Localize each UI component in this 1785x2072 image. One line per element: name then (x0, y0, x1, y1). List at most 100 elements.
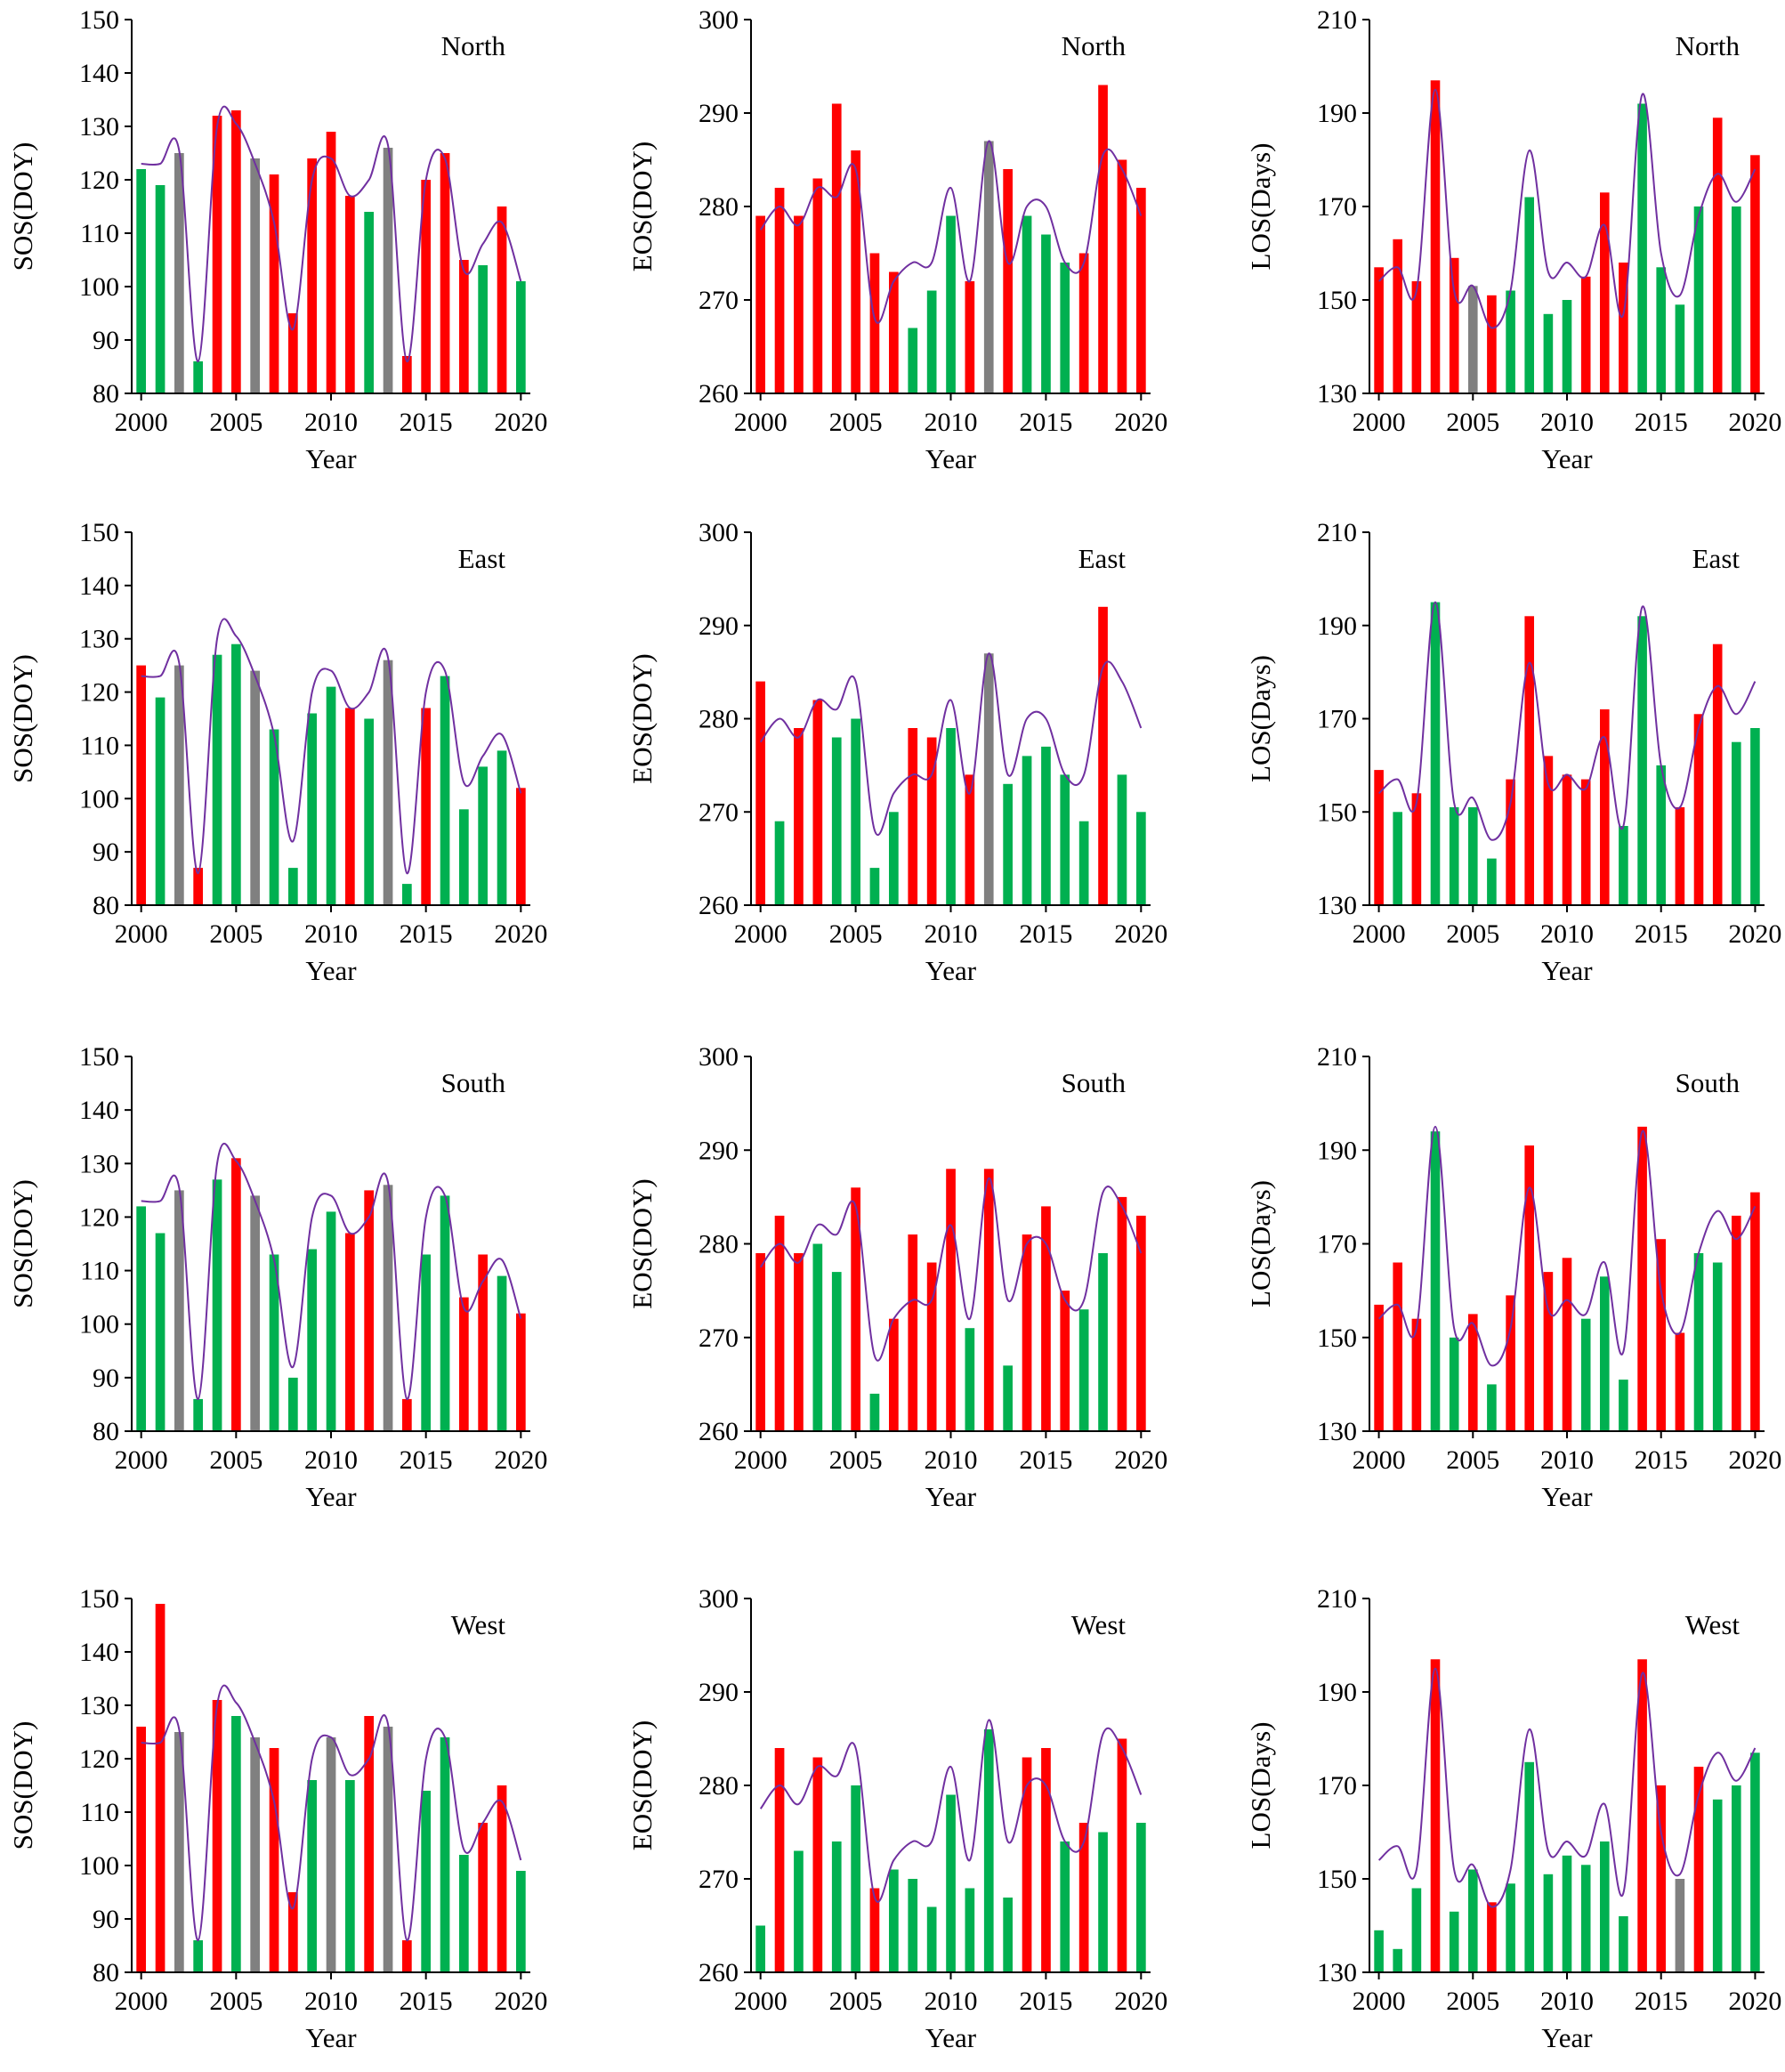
bar-2011 (345, 1233, 355, 1431)
bar-2000 (755, 215, 765, 393)
bar-2005 (1468, 1869, 1478, 1972)
bar-2013 (1619, 1916, 1628, 1972)
bar-2011 (965, 1888, 975, 1972)
bar-2003 (193, 361, 203, 393)
trend-line (759, 140, 1143, 324)
bar-2014 (1022, 1234, 1032, 1431)
bar-2013 (1003, 783, 1013, 905)
bar-2010 (1562, 1855, 1572, 1973)
y-tick-label: 170 (1317, 705, 1357, 734)
bar-2011 (965, 1328, 975, 1431)
y-tick-label: 150 (1317, 286, 1357, 315)
x-tick-label: 2010 (1540, 408, 1594, 437)
bar-2020 (1136, 1823, 1146, 1972)
x-axis-label: Year (925, 443, 977, 474)
x-axis-label: Year (305, 1481, 357, 1512)
bar-2008 (288, 1892, 298, 1972)
y-tick-label: 300 (699, 1584, 739, 1614)
y-tick-label: 150 (1317, 797, 1357, 827)
bar-2013 (1619, 826, 1628, 905)
y-axis-label: EOS(DOY) (626, 142, 658, 271)
bar-2002 (1411, 1318, 1422, 1431)
bar-2005 (851, 150, 860, 393)
bar-2006 (869, 1393, 880, 1431)
bar-2018 (1712, 1262, 1723, 1431)
bar-2006 (869, 868, 880, 905)
bar-2004 (212, 1179, 222, 1431)
bar-2003 (812, 1243, 823, 1431)
bar-2009 (1543, 1272, 1554, 1431)
trend-line (141, 1684, 522, 1942)
bar-2016 (440, 676, 450, 905)
y-tick-label: 90 (93, 326, 119, 355)
bar-2002 (794, 728, 804, 905)
bar-2015 (1041, 746, 1051, 905)
x-tick-label: 2005 (1446, 919, 1499, 949)
y-tick-label: 140 (79, 1638, 119, 1667)
y-tick-label: 80 (93, 891, 119, 920)
y-tick-label: 190 (1317, 1136, 1357, 1165)
y-tick-label: 290 (699, 1678, 739, 1707)
chart-panel-4: 80 90 100 110 120 130 140 150 2000 2005 2010 2015 20… (7, 518, 547, 986)
bar-2019 (1117, 1738, 1127, 1972)
x-tick-label: 2005 (1446, 408, 1499, 437)
x-tick-label: 2015 (400, 408, 453, 437)
y-tick-label: 80 (93, 379, 119, 409)
bar-2001 (155, 697, 166, 905)
bar-2015 (1656, 765, 1666, 905)
bar-2008 (1524, 1145, 1534, 1431)
chart-title: South (1062, 1067, 1127, 1098)
bar-2008 (908, 728, 918, 905)
bar-2001 (1393, 812, 1402, 906)
bar-2005 (231, 110, 241, 393)
y-tick-label: 150 (1317, 1323, 1357, 1353)
bar-2016 (1675, 1879, 1685, 1972)
bar-2003 (1430, 1659, 1441, 1973)
bar-2010 (946, 1169, 956, 1431)
x-tick-label: 2005 (209, 1987, 262, 2016)
bar-2007 (269, 1748, 279, 1972)
y-tick-label: 140 (79, 1096, 119, 1125)
bar-2005 (231, 1158, 241, 1431)
bar-2005 (851, 1785, 860, 1972)
bar-2004 (1449, 807, 1459, 905)
x-tick-label: 2020 (1728, 408, 1781, 437)
bar-2020 (1136, 1215, 1146, 1431)
y-tick-label: 130 (1317, 379, 1357, 409)
y-tick-label: 190 (1317, 99, 1357, 128)
bar-2006 (1487, 1384, 1497, 1431)
bar-2012 (1600, 1841, 1610, 1972)
y-tick-label: 210 (1317, 1584, 1357, 1614)
chart-panel-3: 130 150 170 190 210 2000 2005 2010 2015 2020 Year L… (1245, 5, 1781, 474)
bar-2008 (288, 868, 298, 905)
bar-2019 (1117, 1196, 1127, 1431)
y-tick-label: 300 (699, 5, 739, 35)
bar-2004 (1449, 1337, 1459, 1432)
y-tick-label: 80 (93, 1417, 119, 1446)
bar-2020 (516, 1313, 526, 1431)
chart-title: West (1685, 1609, 1741, 1640)
bar-2003 (1430, 1131, 1441, 1431)
x-tick-label: 2000 (115, 408, 168, 437)
bar-2009 (926, 290, 937, 393)
y-tick-label: 190 (1317, 1678, 1357, 1707)
bar-2001 (774, 188, 785, 393)
bar-2012 (364, 1716, 374, 1972)
bar-2011 (1580, 1318, 1591, 1431)
y-tick-label: 260 (699, 891, 739, 920)
bar-2019 (497, 1275, 507, 1431)
bar-2017 (1693, 1253, 1704, 1431)
y-tick-label: 260 (699, 379, 739, 409)
y-tick-label: 150 (79, 1584, 119, 1614)
bar-2005 (851, 718, 860, 905)
y-tick-label: 120 (79, 1744, 119, 1774)
bar-2016 (1675, 304, 1685, 394)
bar-2020 (1750, 1752, 1760, 1973)
y-tick-label: 270 (699, 1323, 739, 1353)
bar-2009 (926, 1262, 937, 1431)
bar-2006 (869, 1888, 880, 1972)
y-axis-label: SOS(DOY) (7, 142, 38, 271)
bar-2020 (1750, 155, 1760, 394)
bar-2009 (307, 158, 317, 393)
bar-2000 (136, 1206, 146, 1431)
